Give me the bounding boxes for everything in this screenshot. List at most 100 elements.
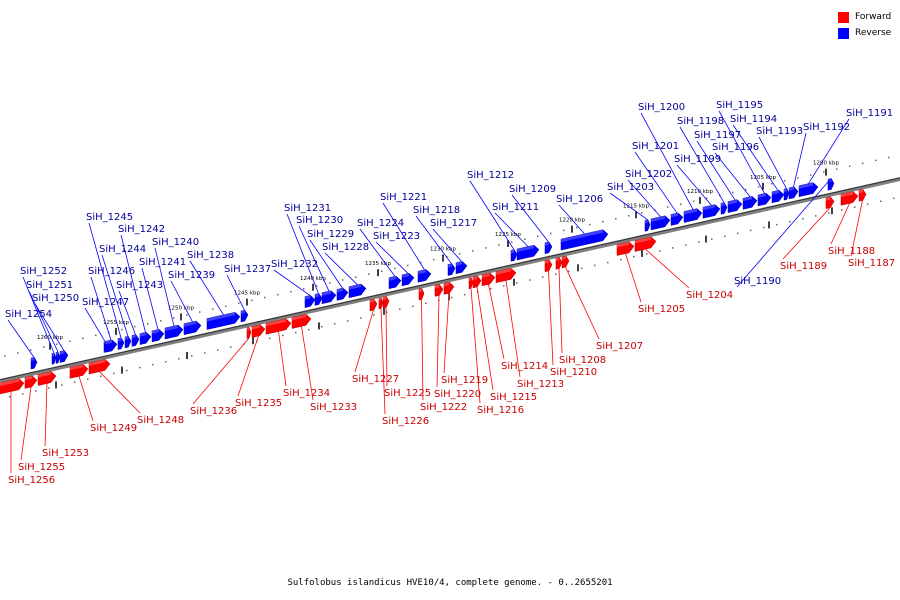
- gene-sih-1232-shine: [305, 295, 311, 300]
- minor-tick-dot: [147, 323, 149, 325]
- gene-sih-1254-label: SiH_1254: [5, 309, 52, 320]
- minor-tick-dot: [693, 200, 695, 202]
- gene-sih-1199-leader: [676, 164, 712, 206]
- minor-tick-dot: [607, 261, 609, 264]
- gene-sih-1201-leader: [634, 151, 678, 214]
- gene-sih-1222-shine: [419, 288, 422, 292]
- gene-sih-1231-arrow: [314, 293, 323, 306]
- minor-tick-dot: [797, 177, 799, 179]
- legend: Forward Reverse: [838, 9, 891, 41]
- minor-tick-dot: [368, 273, 370, 275]
- gene-sih-1188-shine: [841, 191, 853, 198]
- minor-tick-dot: [524, 238, 526, 240]
- minor-tick-dot: [555, 273, 557, 275]
- gene-sih-1256-label: SiH_1256: [8, 475, 55, 486]
- minor-tick-dot: [706, 197, 708, 200]
- gene-sih-1197-arrow: [727, 199, 743, 213]
- gene-sih-1226-arrow: [378, 297, 384, 310]
- minor-tick-dot: [862, 162, 864, 165]
- gene-sih-1216-shine: [469, 277, 471, 281]
- gene-sih-1233-label: SiH_1233: [310, 402, 357, 413]
- minor-tick-dot: [451, 296, 453, 299]
- minor-tick-dot: [217, 349, 219, 351]
- gene-sih-1196-label: SiH_1196: [712, 142, 759, 153]
- minor-tick-dot: [342, 279, 344, 281]
- minor-tick-dot: [178, 358, 180, 360]
- gene-sih-1215-leader: [476, 286, 494, 391]
- minor-tick-dot: [602, 220, 604, 223]
- gene-sih-1203-leader: [609, 192, 648, 221]
- gene-sih-1252-label: SiH_1252: [20, 266, 67, 277]
- gene-sih-1244-shine: [125, 336, 129, 340]
- kbp-tick-label: 1205 kbp: [750, 175, 776, 181]
- gene-sih-1251-leader: [28, 290, 59, 353]
- gene-sih-1219-arrow: [443, 281, 455, 295]
- gene-sih-1194-shine: [772, 190, 779, 195]
- gene-sih-1252-shine: [52, 352, 54, 357]
- gene-sih-1225-arrow: [382, 296, 390, 309]
- minor-tick-dot: [745, 188, 747, 191]
- gene-sih-1193-shine: [784, 188, 787, 193]
- gene-sih-1209-shine: [545, 241, 549, 246]
- gene-sih-1237-shine: [241, 310, 245, 314]
- minor-tick-dot: [199, 311, 201, 313]
- minor-tick-dot: [485, 247, 487, 249]
- gene-sih-1211-arrow: [516, 244, 540, 261]
- gene-sih-1214-label: SiH_1214: [501, 361, 548, 372]
- legend-label-forward: Forward: [855, 12, 892, 22]
- minor-tick-dot: [264, 296, 266, 299]
- minor-tick-dot: [802, 218, 804, 220]
- gene-sih-1208-shine: [556, 257, 560, 262]
- gene-sih-1202-arrow: [650, 215, 671, 231]
- gene-sih-1256-shine: [0, 378, 19, 386]
- minor-tick-dot: [589, 223, 591, 226]
- minor-tick-dot: [828, 212, 830, 214]
- minor-tick-dot: [282, 334, 284, 337]
- gene-sih-1205-arrow: [616, 241, 635, 256]
- gene-sih-1238-arrow: [206, 312, 241, 330]
- minor-tick-dot: [43, 346, 45, 348]
- minor-tick-dot: [433, 258, 435, 261]
- gene-sih-1190-label: SiH_1190: [734, 276, 781, 287]
- gene-sih-1249-label: SiH_1249: [90, 423, 137, 434]
- minor-tick-dot: [841, 209, 843, 211]
- gene-sih-1234-arrow: [265, 318, 292, 335]
- genome-caption: Sulfolobus islandicus HVE10/4, complete …: [287, 578, 613, 588]
- gene-sih-1189-leader: [782, 207, 831, 260]
- minor-tick-dot: [308, 328, 310, 331]
- gene-sih-1210-arrow: [544, 259, 553, 273]
- gene-sih-1248-arrow: [88, 359, 111, 375]
- gene-sih-1241-shine: [152, 329, 159, 334]
- minor-tick-dot: [30, 349, 32, 351]
- gene-sih-1221-arrow: [417, 269, 432, 283]
- gene-sih-1206-arrow: [560, 229, 609, 251]
- minor-tick-dot: [498, 244, 500, 246]
- reverse-swatch-icon: [838, 27, 849, 39]
- gene-sih-1189-shine: [826, 196, 831, 201]
- gene-sih-1212-shine: [511, 249, 515, 254]
- gene-sih-1187-arrow: [858, 189, 867, 202]
- minor-tick-dot: [225, 305, 227, 308]
- gene-sih-1188-label: SiH_1188: [828, 246, 875, 257]
- gene-sih-1201-shine: [671, 212, 678, 218]
- gene-sih-1238-label: SiH_1238: [187, 250, 234, 261]
- minor-tick-dot: [568, 270, 570, 273]
- gene-sih-1226-shine: [379, 297, 381, 301]
- gene-sih-1247-leader: [84, 307, 106, 342]
- gene-sih-1254-leader: [7, 319, 35, 358]
- gene-features: [0, 178, 867, 395]
- gene-sih-1253-leader: [44, 383, 48, 447]
- gene-sih-1256-arrow: [0, 378, 25, 395]
- gene-sih-1220-label: SiH_1220: [434, 389, 481, 400]
- gene-sih-1210-shine: [545, 259, 549, 264]
- minor-tick-dot: [134, 325, 136, 328]
- minor-tick-dot: [303, 288, 305, 290]
- gene-sih-1203-shine: [645, 219, 648, 224]
- minor-tick-dot: [4, 355, 6, 357]
- gene-sih-1192-arrow: [788, 186, 799, 200]
- minor-tick-dot: [737, 232, 739, 235]
- gene-sih-1229-leader: [309, 239, 343, 289]
- minor-tick-dot: [329, 282, 331, 284]
- gene-sih-1236-leader: [192, 337, 250, 405]
